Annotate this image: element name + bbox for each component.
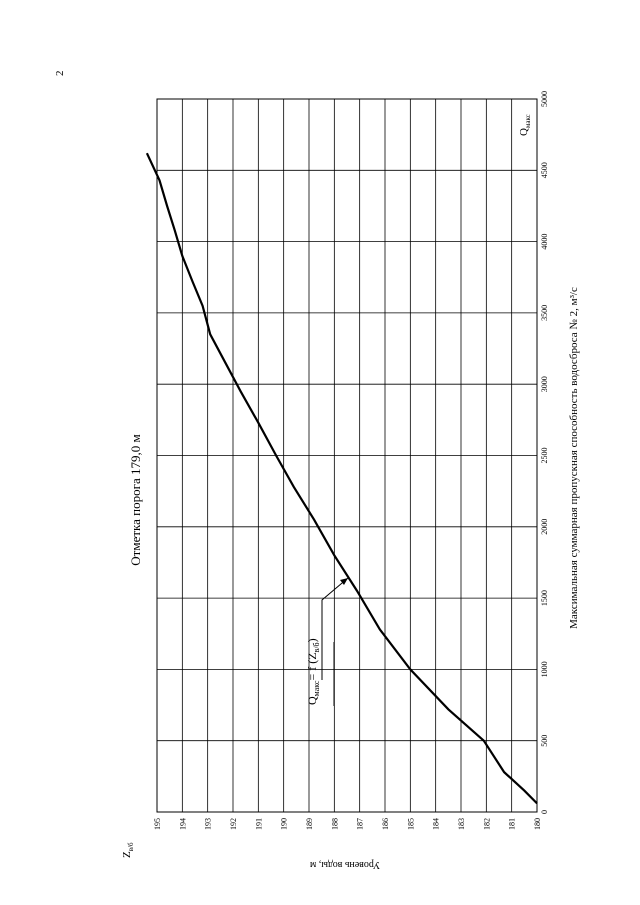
y-axis-name: Zв/б xyxy=(121,842,135,858)
plot-frame xyxy=(156,98,538,813)
x-axis-name: Qмакс xyxy=(518,114,532,136)
y-axis-name-main: Z xyxy=(121,851,133,858)
y-tick-label: 193 xyxy=(204,818,213,830)
y-tick-label: 181 xyxy=(508,818,517,830)
curve-label-main: Q xyxy=(305,696,319,705)
x-tick-label: 1500 xyxy=(540,590,549,606)
y-tick-label: 184 xyxy=(432,818,441,830)
curve-label-close: ) xyxy=(305,638,319,642)
curve-label-sub: макс xyxy=(312,680,321,696)
x-tick-label: 2000 xyxy=(540,519,549,535)
curve-label-eq: = f (Z xyxy=(305,652,319,680)
y-tick-labels: 180 181 182 183 184 185 186 187 188 189 190 191 192 1… xyxy=(153,818,542,830)
x-tick-label: 1000 xyxy=(540,661,549,677)
x-tick-label: 0 xyxy=(540,810,549,814)
y-tick-label: 192 xyxy=(229,818,238,830)
x-tick-labels: 0 500 1000 1500 2000 2500 3000 3500 4000 4500 5000 xyxy=(540,91,549,814)
y-tick-label: 182 xyxy=(482,818,491,830)
x-tick-label: 5000 xyxy=(540,91,549,107)
y-tick-label: 194 xyxy=(178,818,187,830)
curve-label-sub2: в/б xyxy=(312,642,321,652)
x-tick-label: 3000 xyxy=(540,376,549,392)
y-tick-label: 186 xyxy=(381,818,390,830)
curve-label-leader xyxy=(321,577,349,680)
x-tick-label: 4000 xyxy=(540,234,549,250)
y-tick-label: 190 xyxy=(280,818,289,830)
y-tick-label: 189 xyxy=(305,818,314,830)
y-tick-label: 185 xyxy=(406,818,415,830)
series-curve xyxy=(145,152,538,805)
y-tick-label: 183 xyxy=(457,818,466,830)
x-tick-label: 3500 xyxy=(540,305,549,321)
x-tick-label: 500 xyxy=(540,735,549,747)
x-axis-label-text: Максимальная суммарная пропускная способ… xyxy=(568,287,580,629)
y-tick-label: 191 xyxy=(254,818,263,830)
y-axis-label: Уровень воды, м xyxy=(309,859,380,870)
x-axis-name-sub: макс xyxy=(524,114,532,128)
y-tick-label: 180 xyxy=(533,818,542,830)
x-axis-label: Максимальная суммарная пропускная способ… xyxy=(568,287,580,629)
y-tick-label: 187 xyxy=(356,818,365,830)
y-tick-label: 188 xyxy=(330,818,339,830)
y-axis-name-sub: в/б xyxy=(127,842,135,851)
y-tick-label: 195 xyxy=(153,818,162,830)
x-axis-name-main: Q xyxy=(518,128,530,136)
chart-title: Отметка порога 179,0 м xyxy=(128,434,143,565)
curve-label: Qмакс= f (Zв/б) xyxy=(305,638,321,705)
curve-label-arrowhead xyxy=(340,578,348,585)
x-tick-label: 4500 xyxy=(540,162,549,178)
x-tick-label: 2500 xyxy=(540,448,549,464)
chart-grid xyxy=(156,98,538,813)
